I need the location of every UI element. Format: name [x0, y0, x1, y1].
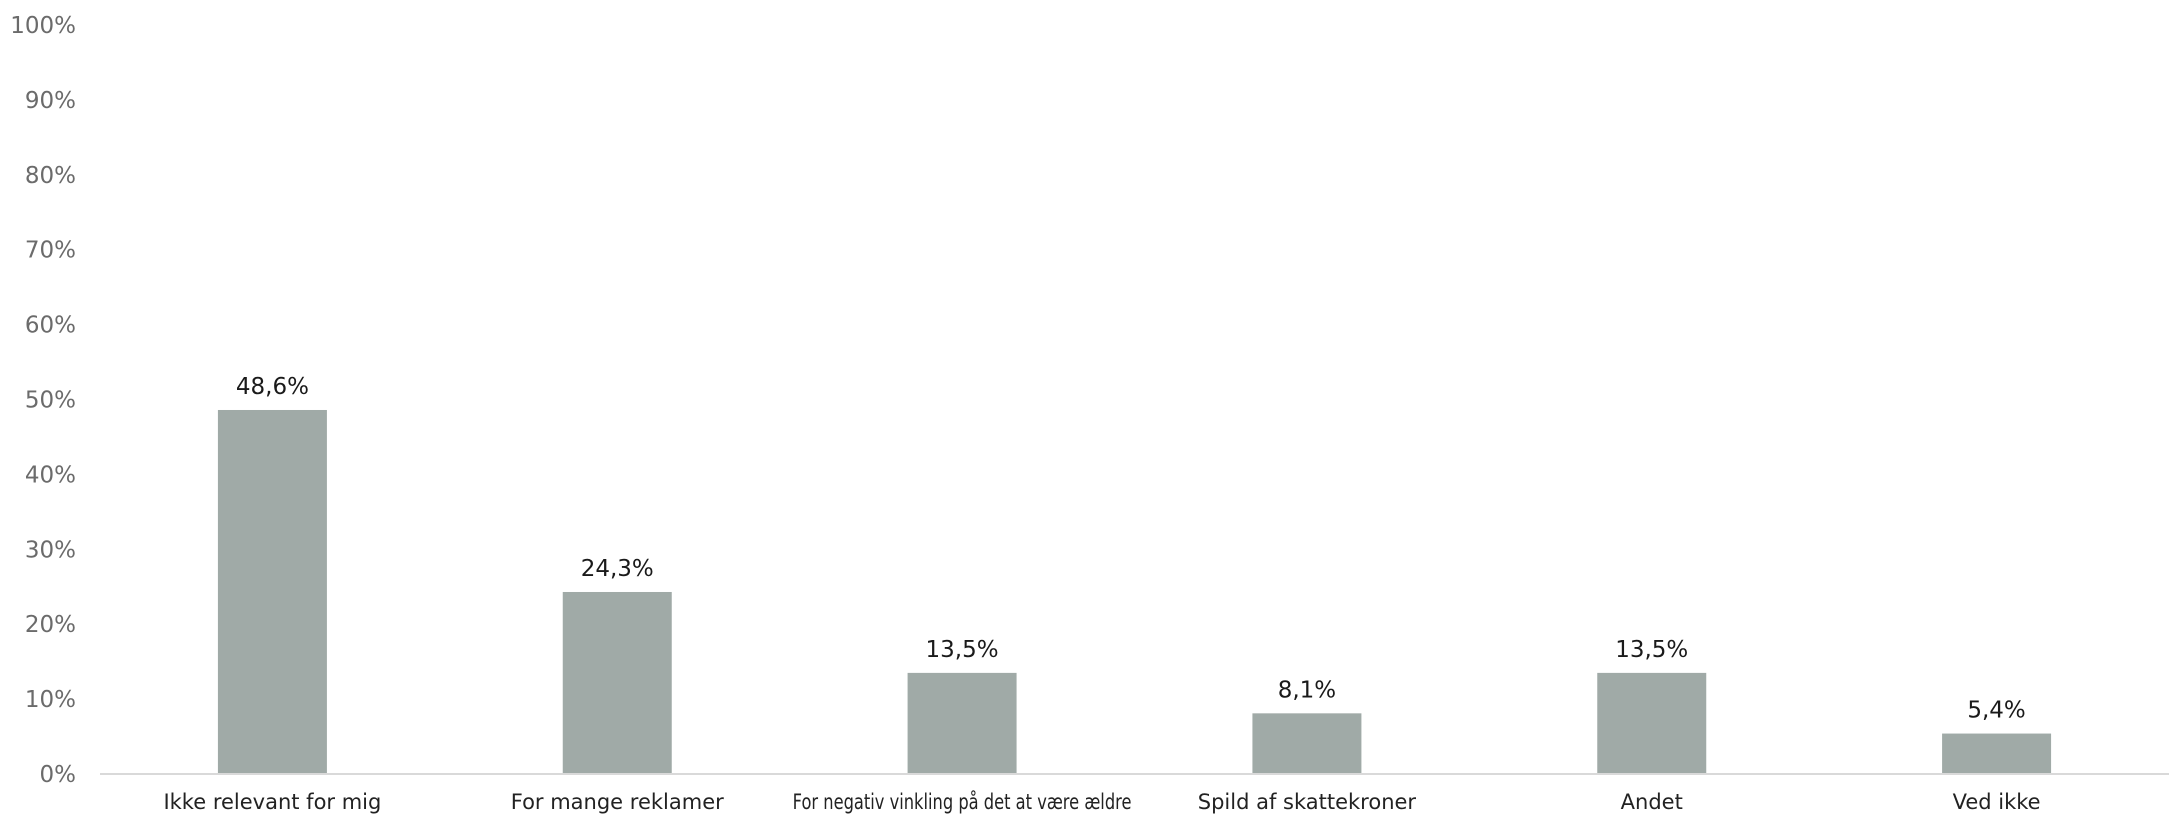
bar [217, 409, 327, 774]
y-tick-label: 30% [25, 537, 76, 563]
y-tick-label: 40% [25, 462, 76, 488]
bars [217, 409, 2052, 774]
data-label: 13,5% [926, 637, 999, 663]
y-tick-label: 0% [40, 762, 77, 788]
bar [907, 672, 1017, 774]
y-tick-label: 60% [25, 313, 76, 339]
x-tick-label: Andet [1621, 790, 1683, 814]
y-tick-label: 80% [25, 163, 76, 189]
data-label: 24,3% [581, 556, 654, 582]
data-label: 48,6% [236, 374, 309, 400]
data-label: 13,5% [1615, 637, 1688, 663]
x-tick-label: Ved ikke [1953, 790, 2041, 814]
x-tick-label: For negativ vinkling på det at være ældr… [793, 789, 1132, 814]
y-tick-label: 100% [10, 13, 76, 39]
bar [562, 591, 672, 774]
x-axis: Ikke relevant for mig For mange reklamer F… [163, 789, 2040, 814]
data-labels: 48,6% 24,3% 13,5% 8,1% 13,5% 5,4% [236, 374, 2026, 724]
y-tick-label: 20% [25, 612, 76, 638]
y-tick-label: 90% [25, 88, 76, 114]
bar [1597, 672, 1707, 774]
bar [1252, 713, 1362, 774]
x-tick-label: Spild af skattekroner [1198, 790, 1417, 814]
y-tick-label: 10% [25, 687, 76, 713]
y-axis: 0% 10% 20% 30% 40% 50% 60% 70% 80% 90% 100% [10, 13, 76, 788]
data-label: 8,1% [1278, 677, 1336, 703]
x-tick-label: Ikke relevant for mig [163, 790, 381, 814]
y-tick-label: 70% [25, 238, 76, 264]
data-label: 5,4% [1967, 698, 2025, 724]
x-tick-label: For mange reklamer [511, 790, 724, 814]
y-tick-label: 50% [25, 388, 76, 414]
bar [1942, 733, 2052, 774]
